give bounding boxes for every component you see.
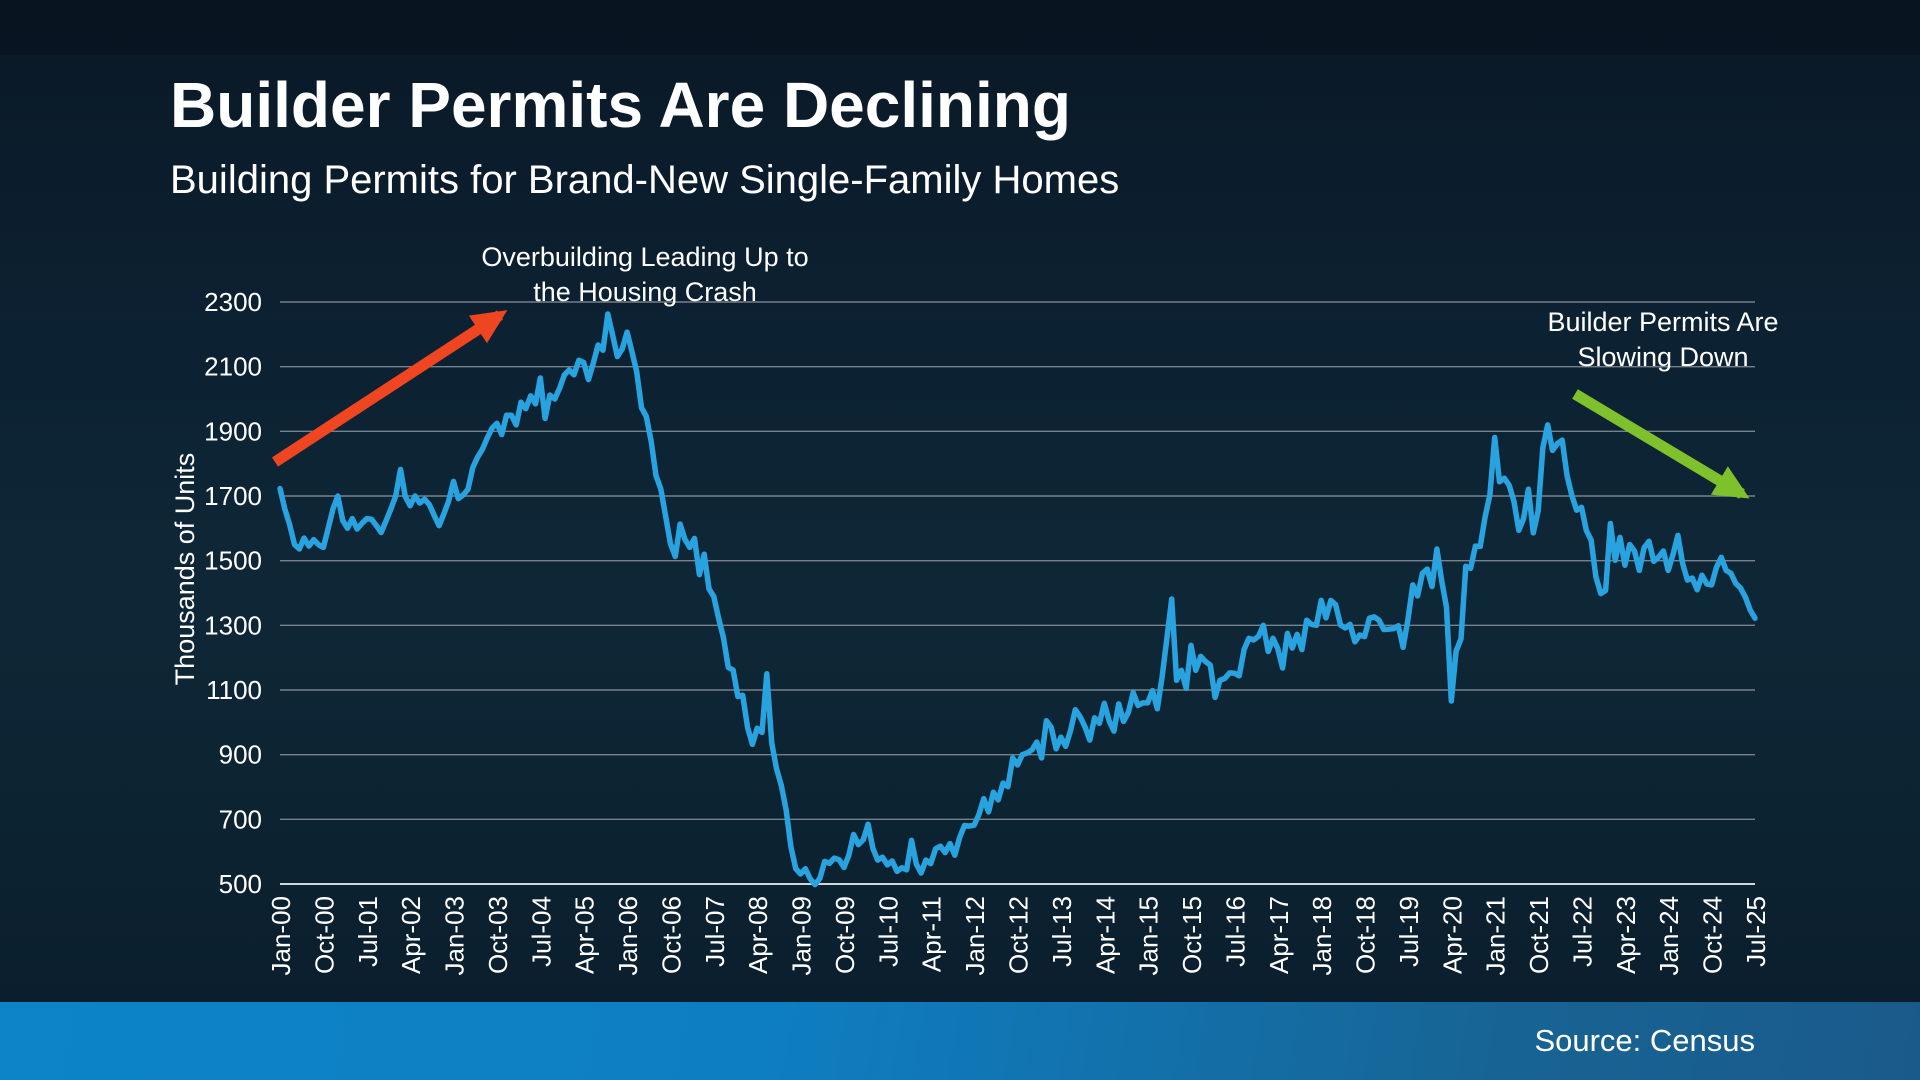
y-tick-label: 900 bbox=[219, 740, 262, 770]
annotation-slowing: Builder Permits Are Slowing Down bbox=[1547, 307, 1779, 372]
x-tick-label: Jul-07 bbox=[700, 896, 730, 967]
x-tick-label: Jul-10 bbox=[873, 896, 903, 967]
x-tick-label: Oct-15 bbox=[1177, 896, 1207, 974]
x-tick-label: Apr-14 bbox=[1090, 896, 1120, 974]
x-tick-label: Jan-09 bbox=[787, 896, 817, 976]
x-tick-label: Oct-03 bbox=[483, 896, 513, 974]
x-tick-label: Jul-01 bbox=[353, 896, 383, 967]
x-tick-label: Oct-00 bbox=[309, 896, 339, 974]
x-tick-label: Jan-15 bbox=[1134, 896, 1164, 976]
gridlines bbox=[280, 301, 1755, 885]
source-credit: Source: Census bbox=[1534, 1023, 1755, 1058]
y-tick-label: 1900 bbox=[204, 416, 262, 446]
y-tick-label: 700 bbox=[219, 804, 262, 834]
y-tick-label: 1500 bbox=[204, 546, 262, 576]
x-tick-label: Jul-16 bbox=[1220, 896, 1250, 967]
x-tick-label: Oct-18 bbox=[1351, 896, 1381, 974]
overbuilding-trend-arrow bbox=[271, 310, 508, 467]
x-tick-label: Jul-13 bbox=[1047, 896, 1077, 967]
x-tick-label: Apr-05 bbox=[570, 896, 600, 974]
annotation-overbuilding: Overbuilding Leading Up to the Housing C… bbox=[481, 242, 809, 307]
x-tick-label: Jul-04 bbox=[526, 896, 556, 967]
x-tick-label: Apr-08 bbox=[743, 896, 773, 974]
x-tick-label: Jan-18 bbox=[1307, 896, 1337, 976]
x-axis-tick-labels: Jan-00 Oct-00 Jul-01 Apr-02 Jan-03 Oct-03 Jul-… bbox=[266, 896, 1771, 976]
page-title: Builder Permits Are Declining bbox=[170, 69, 1071, 141]
x-tick-label: Oct-06 bbox=[656, 896, 686, 974]
y-tick-label: 1700 bbox=[204, 481, 262, 511]
x-tick-label: Jan-06 bbox=[613, 896, 643, 976]
x-tick-label: Oct-24 bbox=[1698, 896, 1728, 974]
y-tick-label: 500 bbox=[219, 869, 262, 899]
x-tick-label: Jan-03 bbox=[440, 896, 470, 976]
y-tick-label: 2100 bbox=[204, 352, 262, 382]
x-tick-label: Jan-21 bbox=[1481, 896, 1511, 976]
y-axis-title: Thousands of Units bbox=[170, 452, 200, 686]
y-tick-label: 1100 bbox=[206, 675, 262, 705]
x-tick-label: Apr-20 bbox=[1437, 896, 1467, 974]
slowing-trend-arrow bbox=[1572, 389, 1750, 499]
top-band bbox=[0, 0, 1920, 55]
x-tick-label: Apr-11 bbox=[917, 896, 947, 972]
x-tick-label: Oct-21 bbox=[1524, 896, 1554, 974]
x-tick-label: Oct-12 bbox=[1004, 896, 1034, 974]
footer-bar: Source: Census bbox=[0, 1002, 1920, 1080]
x-tick-label: Jul-22 bbox=[1567, 896, 1597, 967]
x-tick-label: Jan-12 bbox=[960, 896, 990, 976]
x-tick-label: Jul-19 bbox=[1394, 896, 1424, 967]
x-tick-label: Apr-02 bbox=[396, 896, 426, 974]
x-tick-label: Jan-24 bbox=[1654, 896, 1684, 976]
x-tick-label: Oct-09 bbox=[830, 896, 860, 974]
x-tick-label: Jul-25 bbox=[1741, 896, 1771, 967]
y-axis-tick-labels: 500 700 900 1100 1300 1500 1700 1900 2100 2300 bbox=[204, 287, 262, 899]
x-tick-label: Jan-00 bbox=[266, 896, 296, 976]
page-subtitle: Building Permits for Brand-New Single-Fa… bbox=[170, 158, 1120, 202]
x-tick-label: Apr-17 bbox=[1264, 896, 1294, 974]
x-tick-label: Apr-23 bbox=[1611, 896, 1641, 974]
y-tick-label: 1300 bbox=[204, 610, 262, 640]
y-tick-label: 2300 bbox=[204, 287, 262, 317]
permits-series-line bbox=[277, 311, 1758, 888]
